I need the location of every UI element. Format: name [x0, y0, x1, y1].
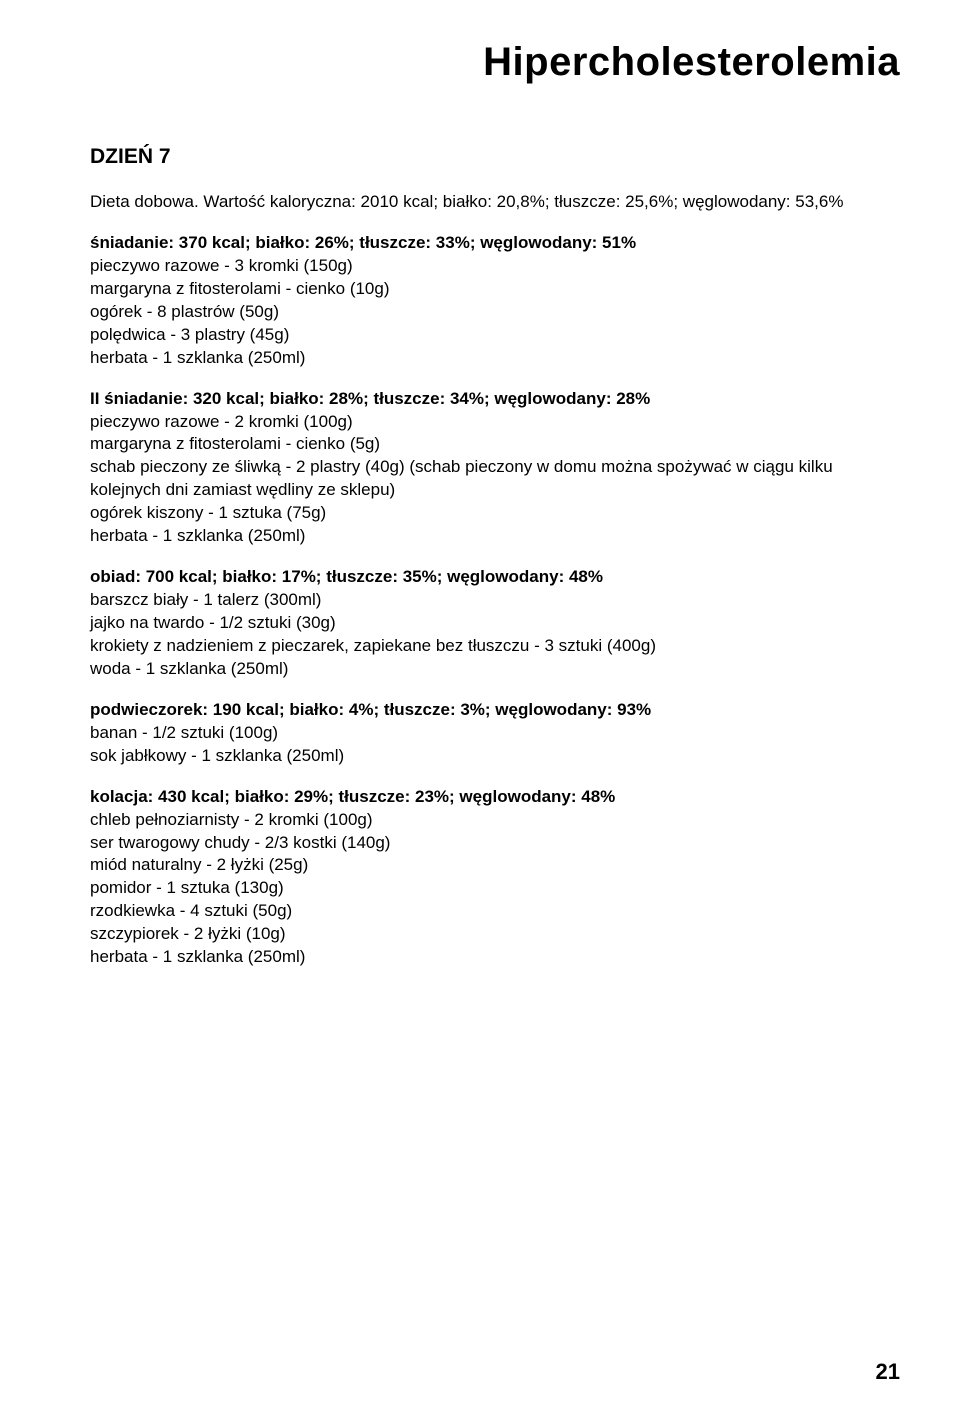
meal-section: podwieczorek: 190 kcal; białko: 4%; tłus…	[90, 699, 890, 768]
meal-line: herbata - 1 szklanka (250ml)	[90, 525, 890, 548]
meal-line: pomidor - 1 sztuka (130g)	[90, 877, 890, 900]
meal-line: szczypiorek - 2 łyżki (10g)	[90, 923, 890, 946]
day-heading: DZIEŃ 7	[90, 145, 890, 169]
meal-line: banan - 1/2 sztuki (100g)	[90, 722, 890, 745]
meal-line: woda - 1 szklanka (250ml)	[90, 658, 890, 681]
meal-line: margaryna z fitosterolami - cienko (10g)	[90, 278, 890, 301]
meal-heading: śniadanie: 370 kcal; białko: 26%; tłuszc…	[90, 232, 890, 255]
meal-section: II śniadanie: 320 kcal; białko: 28%; tłu…	[90, 388, 890, 549]
intro-summary: Wartość kaloryczna: 2010 kcal; białko: 2…	[203, 192, 843, 211]
meal-line: krokiety z nadzieniem z pieczarek, zapie…	[90, 635, 890, 658]
meal-line: jajko na twardo - 1/2 sztuki (30g)	[90, 612, 890, 635]
meal-section: śniadanie: 370 kcal; białko: 26%; tłuszc…	[90, 232, 890, 370]
meal-section: obiad: 700 kcal; białko: 17%; tłuszcze: …	[90, 566, 890, 681]
sections-container: śniadanie: 370 kcal; białko: 26%; tłuszc…	[90, 232, 890, 969]
meal-line: herbata - 1 szklanka (250ml)	[90, 347, 890, 370]
meal-heading: podwieczorek: 190 kcal; białko: 4%; tłus…	[90, 699, 890, 722]
meal-heading: II śniadanie: 320 kcal; białko: 28%; tłu…	[90, 388, 890, 411]
meal-line: pieczywo razowe - 2 kromki (100g)	[90, 411, 890, 434]
meal-line: herbata - 1 szklanka (250ml)	[90, 946, 890, 969]
meal-line: rzodkiewka - 4 sztuki (50g)	[90, 900, 890, 923]
meal-line: miód naturalny - 2 łyżki (25g)	[90, 854, 890, 877]
meal-line: ogórek kiszony - 1 sztuka (75g)	[90, 502, 890, 525]
meal-line: schab pieczony ze śliwką - 2 plastry (40…	[90, 456, 890, 502]
meal-line: margaryna z fitosterolami - cienko (5g)	[90, 433, 890, 456]
meal-line: ser twarogowy chudy - 2/3 kostki (140g)	[90, 832, 890, 855]
intro-block: Dieta dobowa. Wartość kaloryczna: 2010 k…	[90, 191, 890, 214]
meal-line: polędwica - 3 plastry (45g)	[90, 324, 890, 347]
meal-line: pieczywo razowe - 3 kromki (150g)	[90, 255, 890, 278]
meal-section: kolacja: 430 kcal; białko: 29%; tłuszcze…	[90, 786, 890, 970]
meal-line: chleb pełnoziarnisty - 2 kromki (100g)	[90, 809, 890, 832]
meal-line: barszcz biały - 1 talerz (300ml)	[90, 589, 890, 612]
document-title: Hipercholesterolemia	[90, 40, 900, 85]
intro-label: Dieta dobowa.	[90, 192, 199, 211]
meal-heading: obiad: 700 kcal; białko: 17%; tłuszcze: …	[90, 566, 890, 589]
meal-heading: kolacja: 430 kcal; białko: 29%; tłuszcze…	[90, 786, 890, 809]
meal-line: ogórek - 8 plastrów (50g)	[90, 301, 890, 324]
meal-line: sok jabłkowy - 1 szklanka (250ml)	[90, 745, 890, 768]
page-number: 21	[876, 1359, 900, 1385]
